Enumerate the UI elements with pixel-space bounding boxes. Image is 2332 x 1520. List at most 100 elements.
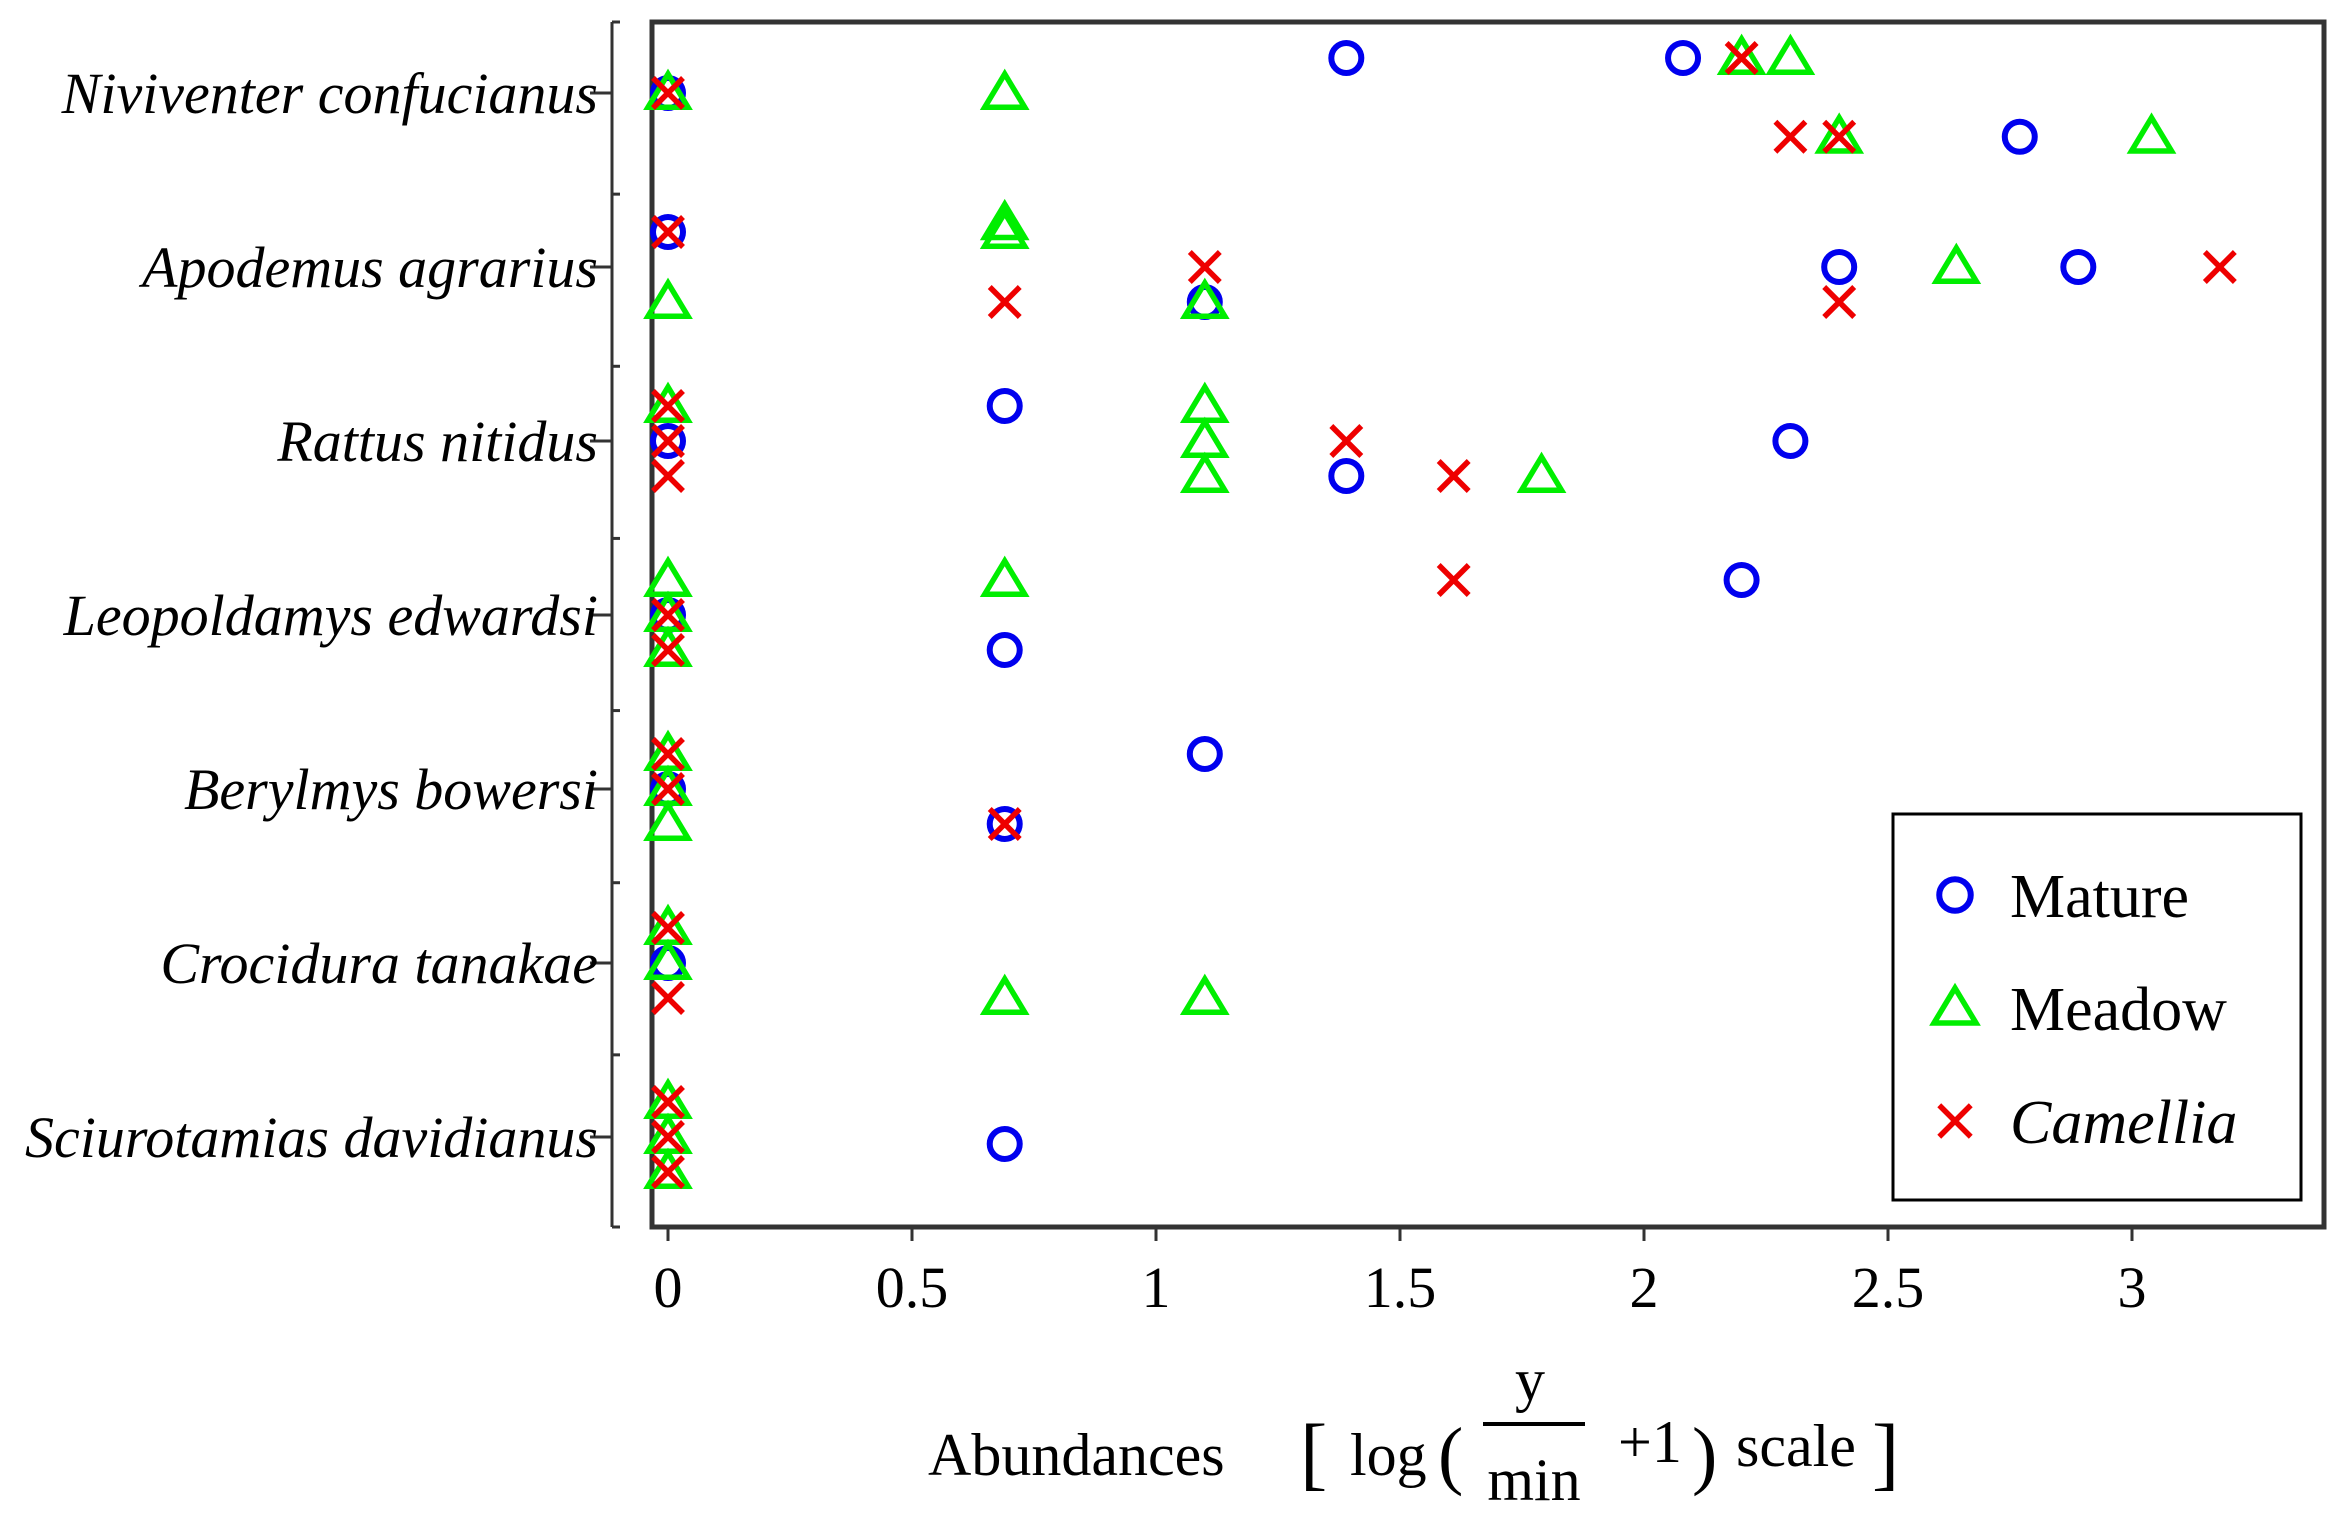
legend-label-mature: Mature (2010, 863, 2189, 931)
y-tick-label: Leopoldamys edwardsi (63, 583, 598, 648)
camellia-point (651, 737, 685, 771)
x-axis-label-close-bracket: ] (1872, 1407, 1899, 1498)
series-meadow (643, 33, 2177, 1189)
meadow-point (979, 555, 1030, 597)
meadow-point (979, 207, 1030, 249)
x-axis-label-prefix: Abundances (928, 1422, 1225, 1488)
meadow-point (1179, 277, 1230, 319)
y-tick-label: Sciurotamias davidianus (25, 1105, 598, 1170)
series-camellia (651, 41, 2237, 1189)
data-points (643, 33, 2237, 1189)
camellia-point (651, 633, 685, 667)
meadow-point (643, 1147, 693, 1189)
mature-point (986, 1126, 1023, 1162)
meadow-point (1179, 416, 1230, 458)
mature-point (1772, 423, 1809, 459)
camellia-point (1187, 250, 1222, 284)
mature-point (1328, 40, 1365, 76)
legend-marker-mature (1936, 876, 1974, 914)
camellia-point (651, 772, 685, 806)
x-tick-label: 1.5 (1364, 1255, 1437, 1320)
series-mature (650, 40, 2097, 1162)
meadow-point (979, 68, 1030, 110)
camellia-point (1436, 563, 1471, 597)
meadow-point (1179, 381, 1230, 423)
y-tick-label: Crocidura tanakae (160, 931, 598, 996)
meadow-point (979, 198, 1030, 241)
meadow-point (643, 68, 693, 110)
y-tick-label: Apodemus agrarius (138, 235, 598, 300)
meadow-point (643, 277, 693, 319)
x-axis: 0 0.5 1 1.5 2 2.5 3 (654, 1227, 2147, 1320)
x-tick-label: 3 (2118, 1255, 2147, 1320)
mature-point (986, 806, 1023, 842)
camellia-point (651, 598, 685, 632)
camellia-point (651, 1120, 685, 1154)
camellia-point (651, 459, 685, 493)
meadow-point (643, 799, 693, 841)
y-tick-label: Berylmys bowersi (184, 757, 598, 822)
camellia-point (987, 285, 1022, 319)
mature-point (986, 388, 1023, 424)
mature-point (650, 214, 686, 250)
meadow-point (1765, 33, 1816, 75)
x-axis-label-log: log (1350, 1422, 1427, 1488)
mature-point (1723, 562, 1760, 598)
camellia-point (1822, 119, 1857, 154)
mature-point (1186, 736, 1223, 772)
camellia-point (651, 215, 685, 249)
x-axis-label: Abundances [ log ( y min +1 ) scale ] (928, 1347, 1899, 1513)
x-axis-label-close-paren: ) (1692, 1413, 1717, 1497)
camellia-point (651, 1155, 685, 1189)
x-axis-label-plus-one: +1 (1618, 1409, 1682, 1475)
meadow-point (1814, 112, 1865, 154)
meadow-point (2126, 112, 2177, 154)
camellia-point (987, 807, 1022, 841)
meadow-point (643, 625, 693, 667)
meadow-point (643, 381, 693, 423)
legend-marker-camellia (1937, 1103, 1973, 1139)
legend-label-camellia: Camellia (2010, 1089, 2237, 1157)
y-tick-label: Niviventer confucianus (61, 61, 598, 126)
legend-label-meadow: Meadow (2010, 976, 2227, 1044)
camellia-point (651, 76, 685, 110)
meadow-point (1179, 973, 1230, 1015)
mature-point (2060, 249, 2097, 285)
y-tick-label: Rattus nitidus (276, 409, 598, 474)
camellia-point (651, 424, 685, 458)
x-tick-label: 0.5 (876, 1255, 949, 1320)
x-axis-label-open-bracket: [ (1300, 1407, 1327, 1498)
mature-point (650, 423, 686, 459)
meadow-point (1716, 33, 1767, 75)
mature-point (1821, 249, 1858, 285)
meadow-point (1931, 242, 1982, 284)
camellia-point (651, 389, 685, 423)
legend: Mature Meadow Camellia (1891, 812, 2303, 1202)
camellia-point (1773, 119, 1808, 154)
x-axis-label-numerator: y (1515, 1347, 1545, 1413)
legend-marker-meadow (1929, 982, 1981, 1026)
camellia-point (651, 1085, 685, 1119)
mature-point (1328, 458, 1365, 494)
x-tick-label: 2.5 (1852, 1255, 1925, 1320)
camellia-point (651, 981, 685, 1015)
x-axis-label-denominator: min (1487, 1447, 1580, 1513)
meadow-point (643, 938, 693, 980)
mature-point (2001, 118, 2038, 155)
x-tick-label: 2 (1630, 1255, 1659, 1320)
camellia-point (2202, 250, 2237, 284)
camellia-point (1724, 41, 1759, 75)
y-axis: Niviventer confucianus Apodemus agrarius R… (25, 20, 620, 1229)
camellia-point (1329, 424, 1364, 458)
meadow-point (1516, 451, 1567, 493)
mature-point (1665, 40, 1702, 76)
mature-point (986, 632, 1023, 668)
x-axis-label-scale: scale (1736, 1413, 1856, 1479)
meadow-point (979, 973, 1030, 1015)
camellia-point (1822, 285, 1857, 319)
camellia-point (1436, 459, 1471, 493)
x-tick-label: 0 (654, 1255, 683, 1320)
x-tick-label: 1 (1142, 1255, 1171, 1320)
camellia-point (651, 911, 685, 945)
